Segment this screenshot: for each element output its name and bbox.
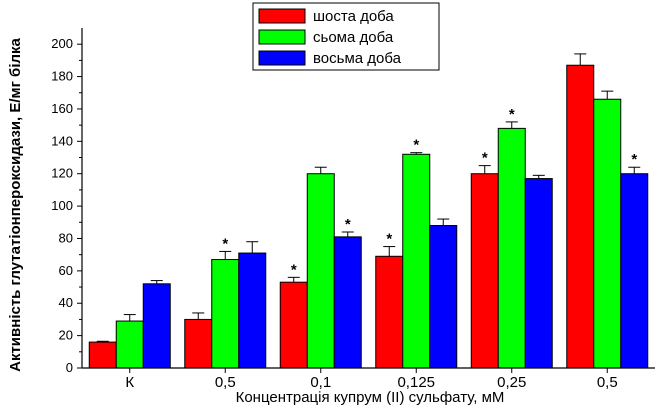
y-tick-label: 180 — [51, 69, 73, 84]
y-tick-label: 100 — [51, 198, 73, 213]
bar-s0-c0 — [88, 341, 117, 369]
significance-star-s1-c1: * — [222, 235, 228, 252]
significance-star-s2-c5: * — [631, 151, 637, 168]
bar-s1-c4 — [497, 127, 526, 369]
y-tick-label: 60 — [59, 263, 73, 278]
y-axis-title: Активність глутатіонпероксидази, Е/мг бі… — [7, 37, 24, 371]
bar-s0-c3 — [375, 255, 404, 369]
bar-s1-c2 — [306, 173, 335, 369]
y-tick-label: 140 — [51, 133, 73, 148]
bar-s0-c4 — [470, 173, 499, 369]
bar-s2-c1 — [238, 252, 267, 369]
significance-star-s1-c4: * — [509, 106, 515, 123]
significance-star-s0-c3: * — [386, 231, 392, 248]
bars-layer: * * * * * * * * — [88, 53, 649, 369]
y-tick-label: 160 — [51, 101, 73, 116]
bar-s0-c2 — [279, 281, 308, 369]
y-tick-label: 20 — [59, 328, 73, 343]
bar-s0-c1 — [184, 318, 213, 369]
x-category-label: 0,25 — [497, 374, 526, 391]
y-tick-label: 80 — [59, 230, 73, 245]
x-category-label: 0,5 — [215, 374, 236, 391]
y-tick-label: 200 — [51, 36, 73, 51]
legend-label: сьома доба — [313, 29, 394, 46]
legend-swatch — [258, 8, 306, 24]
axes-layer: 0 20 40 60 80 100 120 140 160 180 200 К 0,5 0,1 0,125 0… — [51, 28, 655, 391]
significance-star-s0-c2: * — [291, 261, 297, 278]
legend: шоста доба сьома доба восьма доба — [252, 2, 440, 71]
bar-s2-c4 — [524, 178, 553, 369]
x-category-label: 0,125 — [397, 374, 435, 391]
significance-star-s2-c2: * — [345, 216, 351, 233]
bar-s0-c5 — [566, 64, 595, 369]
legend-label: восьма доба — [313, 50, 402, 67]
x-category-label: 0,5 — [597, 374, 618, 391]
significance-star-s1-c3: * — [413, 137, 419, 154]
bar-s2-c0 — [142, 283, 171, 369]
y-tick-label: 120 — [51, 166, 73, 181]
legend-label: шоста доба — [313, 8, 394, 25]
bar-s2-c5 — [620, 173, 649, 369]
bar-s2-c3 — [429, 225, 458, 369]
legend-swatch — [258, 29, 306, 45]
x-category-label: К — [125, 374, 134, 391]
bar-s2-c2 — [333, 236, 362, 369]
bar-s1-c5 — [593, 98, 622, 369]
x-axis-title: Концентрація купрум (ІІ) сульфату, мМ — [236, 389, 505, 406]
bar-s1-c3 — [402, 153, 431, 369]
significance-star-s0-c4: * — [482, 150, 488, 167]
x-category-label: 0,1 — [310, 374, 331, 391]
legend-swatch — [258, 50, 306, 66]
y-tick-label: 40 — [59, 295, 73, 310]
y-tick-label: 0 — [66, 360, 73, 375]
bar-s1-c1 — [211, 259, 240, 369]
bar-s1-c0 — [115, 320, 144, 369]
